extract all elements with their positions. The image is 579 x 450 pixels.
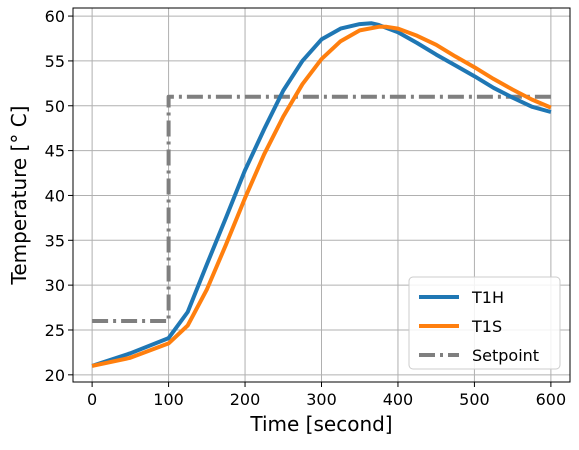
- x-tick-label: 100: [153, 390, 184, 409]
- series-line-t1h: [91, 21, 552, 368]
- legend-label: Setpoint: [472, 346, 539, 365]
- y-tick-label: 30: [45, 276, 65, 295]
- y-tick-label: 45: [45, 142, 65, 161]
- y-tick-label: 60: [45, 7, 65, 26]
- x-axis-label: Time [second]: [249, 412, 392, 436]
- y-tick-label: 55: [45, 52, 65, 71]
- series-line-setpoint: [92, 94, 551, 323]
- legend: T1H T1S Setpoint: [408, 276, 561, 370]
- x-tick-label: 300: [306, 390, 337, 409]
- y-tick-label: 40: [45, 186, 65, 205]
- x-tick-label: 600: [536, 390, 567, 409]
- legend-label: T1S: [471, 317, 502, 336]
- y-tick-label: 20: [45, 366, 65, 385]
- series-lines: [91, 21, 552, 368]
- x-tick-label: 200: [230, 390, 261, 409]
- legend-box: [408, 276, 561, 370]
- y-tick-label: 50: [45, 97, 65, 116]
- x-tick-label: 500: [459, 390, 490, 409]
- y-tick-label: 25: [45, 321, 65, 340]
- ticks: 0 100 200 300 400 500 600 20 25 30 35 40 45 50 55 60: [45, 7, 567, 409]
- y-axis-label: Temperature [° C]: [7, 106, 31, 286]
- grid: [73, 8, 570, 382]
- series-line-t1s: [91, 24, 552, 368]
- y-tick-label: 35: [45, 231, 65, 250]
- x-tick-label: 0: [87, 390, 97, 409]
- legend-label: T1H: [471, 288, 504, 307]
- x-tick-label: 400: [383, 390, 414, 409]
